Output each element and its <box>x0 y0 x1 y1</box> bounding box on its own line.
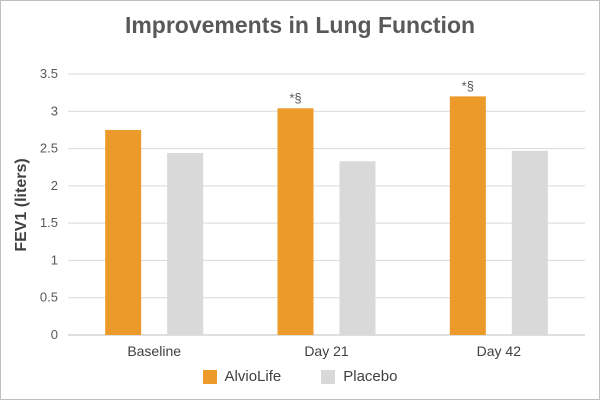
y-tick-label: 0 <box>51 327 58 342</box>
legend-label-alviolife: AlvioLife <box>224 368 282 385</box>
y-tick-label: 1 <box>51 252 58 267</box>
y-tick-label: 1.5 <box>40 215 58 230</box>
bar-placebo <box>167 153 204 335</box>
x-tick-label: Day 42 <box>477 343 522 359</box>
legend-swatch-placebo <box>321 369 336 384</box>
y-tick-label: 2 <box>51 178 58 193</box>
bar-placebo <box>511 150 548 335</box>
bar-alviolife <box>105 129 142 335</box>
bar-alviolife <box>277 108 314 335</box>
legend: AlvioLife Placebo <box>0 368 600 385</box>
legend-label-placebo: Placebo <box>343 368 398 385</box>
y-tick-label: 0.5 <box>40 290 58 305</box>
x-tick-label: Baseline <box>127 343 181 359</box>
chart-title: Improvements in Lung Function <box>124 12 476 38</box>
y-tick-label: 2.5 <box>40 141 58 156</box>
x-tick-label: Day 21 <box>304 343 349 359</box>
y-tick-label: 3 <box>51 103 58 118</box>
bar-placebo <box>339 161 376 335</box>
y-tick-label: 3.5 <box>40 66 58 81</box>
legend-item-placebo: Placebo <box>321 368 397 385</box>
legend-item-alviolife: AlvioLife <box>202 368 282 385</box>
bar-annotation: *§ <box>462 78 474 93</box>
legend-swatch-alviolife <box>202 369 217 384</box>
bar-alviolife <box>449 96 486 335</box>
bar-annotation: *§ <box>289 90 301 105</box>
